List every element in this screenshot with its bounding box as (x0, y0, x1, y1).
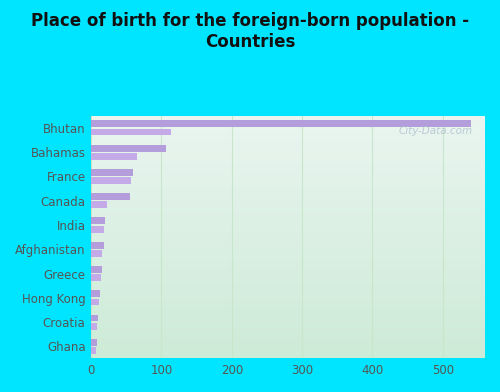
Bar (91, 266, 102, 273)
Bar (91, 314, 98, 321)
Bar (91, 153, 137, 160)
Bar (91, 145, 166, 151)
Bar (91, 242, 104, 249)
Bar (91, 299, 100, 305)
Bar (91, 323, 98, 330)
Text: Place of birth for the foreign-born population -
Countries: Place of birth for the foreign-born popu… (31, 12, 469, 51)
Bar (91, 218, 105, 224)
Bar (91, 177, 131, 184)
Bar (91, 250, 102, 257)
Bar (91, 339, 96, 346)
Bar (91, 120, 471, 127)
Bar (91, 347, 96, 354)
Bar (91, 201, 106, 208)
Text: City-Data.com: City-Data.com (399, 125, 473, 136)
Bar (91, 274, 101, 281)
Bar (91, 226, 104, 232)
Bar (91, 193, 130, 200)
Bar (91, 129, 170, 136)
Bar (91, 290, 100, 297)
Bar (91, 169, 134, 176)
